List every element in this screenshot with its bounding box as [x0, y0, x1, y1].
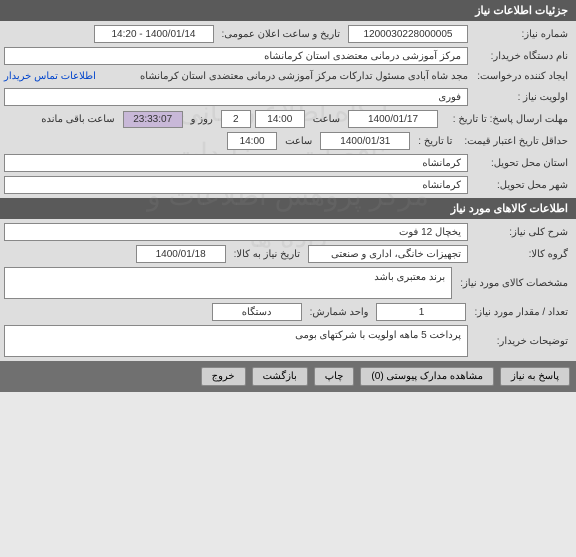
announce-datetime: 1400/01/14 - 14:20: [94, 25, 214, 43]
remaining-days-label: روز و: [187, 112, 217, 127]
footer-bar: پاسخ به نیاز مشاهده مدارک پیوستی (0) چاپ…: [0, 361, 576, 392]
remaining-days: 2: [221, 110, 251, 128]
time-label-2: ساعت: [281, 134, 316, 149]
specs: برند معتبری باشد: [4, 267, 452, 299]
remaining-time: 23:33:07: [123, 111, 183, 128]
price-time: 14:00: [227, 132, 277, 150]
specs-label: مشخصات کالای مورد نیاز:: [456, 276, 572, 291]
priority-label: اولویت نیاز :: [472, 90, 572, 105]
buyer-contact-link[interactable]: اطلاعات تماس خریدار: [4, 71, 96, 82]
exit-button[interactable]: خروج: [201, 367, 246, 386]
unit-label: واحد شمارش:: [306, 305, 373, 320]
price-date: 1400/01/31: [320, 132, 410, 150]
delivery-province: کرمانشاه: [4, 154, 468, 172]
unit: دستگاه: [212, 303, 302, 321]
general-desc: یخچال 12 فوت: [4, 223, 468, 241]
respond-button[interactable]: پاسخ به نیاز: [500, 367, 570, 386]
price-deadline-to: تا تاریخ :: [414, 134, 456, 149]
response-time: 14:00: [255, 110, 305, 128]
buyer-notes: پرداخت 5 ماهه اولویت با شرکتهای بومی: [4, 325, 468, 357]
response-deadline-label: مهلت ارسال پاسخ: تا تاریخ :: [442, 112, 572, 127]
need-number-label: شماره نیاز:: [472, 27, 572, 42]
delivery-province-label: استان محل تحویل:: [472, 156, 572, 171]
section2-header: اطلاعات کالاهای مورد نیاز: [0, 198, 576, 219]
back-button[interactable]: بازگشت: [252, 367, 308, 386]
general-desc-label: شرح کلی نیاز:: [472, 225, 572, 240]
attachments-button[interactable]: مشاهده مدارک پیوستی (0): [360, 367, 494, 386]
quantity: 1: [376, 303, 466, 321]
delivery-city: کرمانشاه: [4, 176, 468, 194]
response-date: 1400/01/17: [348, 110, 438, 128]
time-label-1: ساعت: [309, 112, 344, 127]
need-number: 1200030228000005: [348, 25, 468, 43]
goods-group-label: گروه کالا:: [472, 247, 572, 262]
need-date: 1400/01/18: [136, 245, 226, 263]
announce-datetime-label: تاریخ و ساعت اعلان عمومی:: [218, 27, 345, 42]
priority: فوری: [4, 88, 468, 106]
buyer-notes-label: توضیحات خریدار:: [472, 334, 572, 349]
quantity-label: تعداد / مقدار مورد نیاز:: [470, 305, 572, 320]
delivery-city-label: شهر محل تحویل:: [472, 178, 572, 193]
price-deadline-label: حداقل تاریخ اعتبار قیمت:: [460, 134, 572, 149]
section1-header: جزئیات اطلاعات نیاز: [0, 0, 576, 21]
buyer-org-label: نام دستگاه خریدار:: [472, 49, 572, 64]
need-date-label: تاریخ نیاز به کالا:: [230, 247, 304, 262]
goods-group: تجهیزات خانگی، اداری و صنعتی: [308, 245, 468, 263]
creator-label: ایجاد کننده درخواست:: [472, 69, 572, 84]
remaining-suffix: ساعت باقی مانده: [37, 112, 118, 127]
creator: مجد شاه آبادی مسئول تدارکات مرکز آموزشی …: [100, 71, 468, 82]
buyer-org: مرکز آموزشی درمانی معتضدی استان کرمانشاه: [4, 47, 468, 65]
print-button[interactable]: چاپ: [314, 367, 355, 386]
